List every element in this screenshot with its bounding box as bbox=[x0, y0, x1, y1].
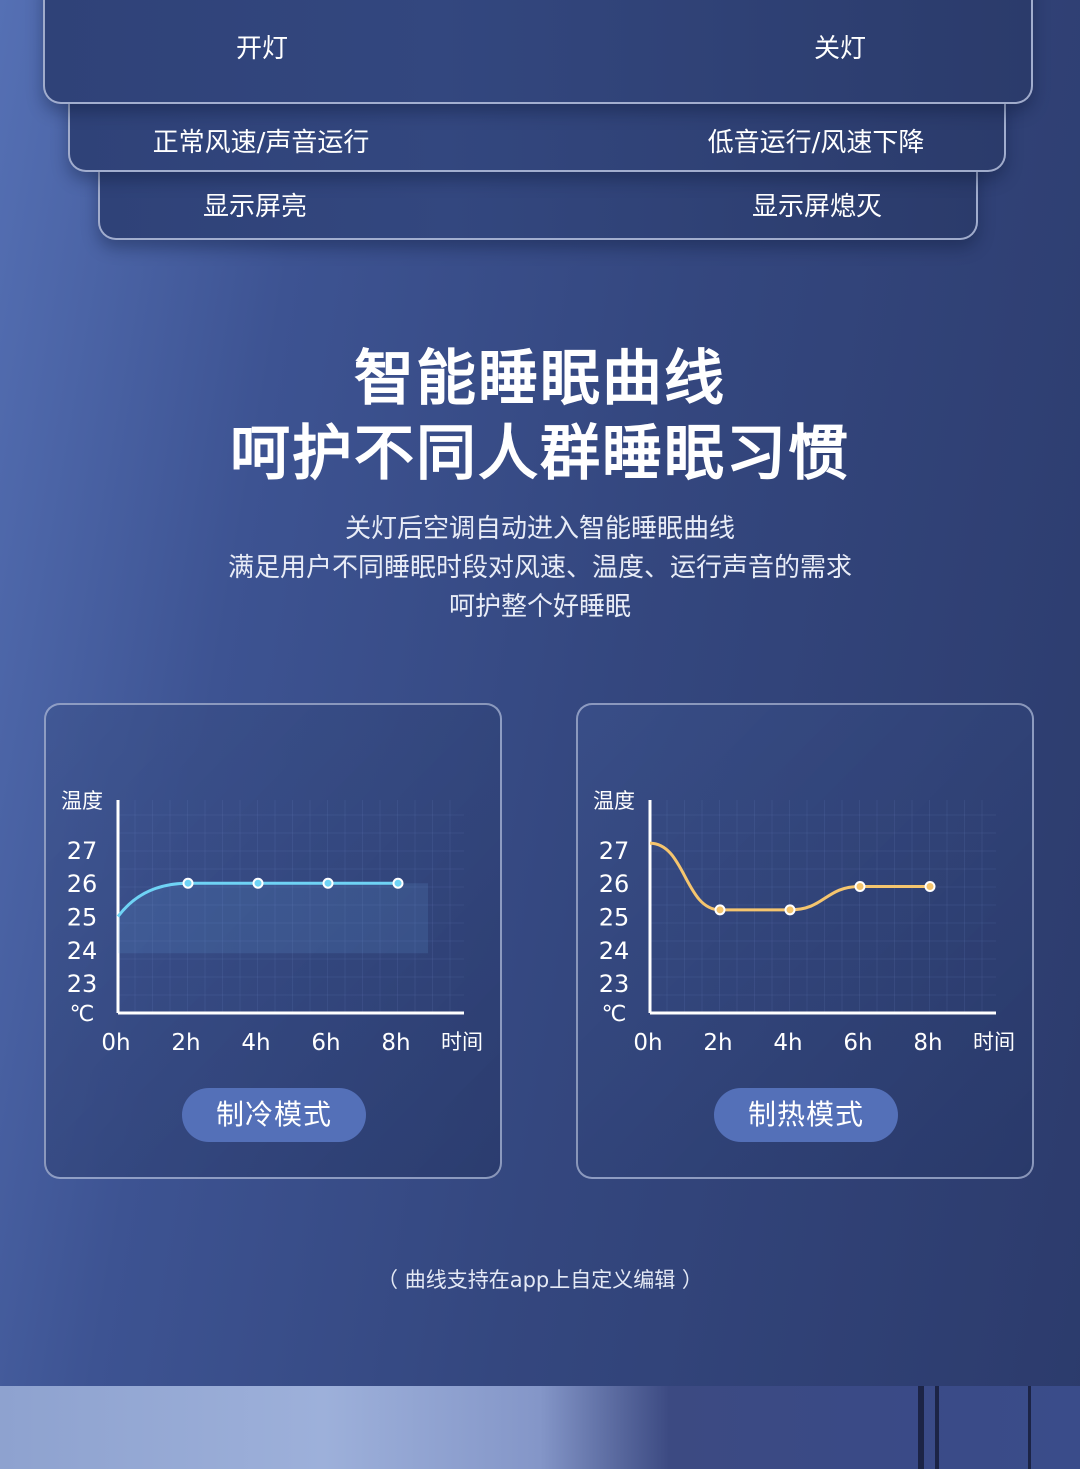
y-tick-label: 27 bbox=[599, 837, 630, 865]
x-tick-label: 4h bbox=[241, 1030, 270, 1056]
data-point bbox=[252, 877, 264, 889]
y-tick-label: 25 bbox=[599, 903, 630, 931]
y-tick-label: 24 bbox=[599, 937, 630, 965]
y-tick-label: 27 bbox=[67, 837, 98, 865]
heating-mode-button[interactable]: 制热模式 bbox=[714, 1088, 898, 1142]
area-fill bbox=[118, 883, 428, 954]
customize-note: （ 曲线支持在app上自定义编辑 ） bbox=[377, 1268, 703, 1292]
product-photo-strip bbox=[0, 1386, 1080, 1469]
panel-left-label: 正常风速/声音运行 bbox=[152, 128, 370, 158]
y-unit-label: ℃ bbox=[602, 1002, 627, 1027]
headline-line2: 呵护不同人群睡眠习惯 bbox=[230, 419, 850, 489]
data-point bbox=[714, 904, 726, 916]
x-axis-title: 时间 bbox=[441, 1030, 483, 1054]
x-tick-label: 8h bbox=[381, 1030, 410, 1056]
y-tick-label: 23 bbox=[599, 970, 630, 998]
x-axis-title: 时间 bbox=[973, 1030, 1015, 1054]
panel-left-label: 显示屏亮 bbox=[202, 192, 308, 222]
x-tick-label: 2h bbox=[703, 1030, 732, 1056]
cooling-mode-button[interactable]: 制冷模式 bbox=[182, 1088, 366, 1142]
panel-right-label: 低音运行/风速下降 bbox=[707, 128, 925, 158]
description-line: 关灯后空调自动进入智能睡眠曲线 bbox=[344, 514, 735, 544]
x-tick-label: 0h bbox=[101, 1030, 130, 1056]
description-line: 呵护整个好睡眠 bbox=[448, 592, 631, 622]
headline-line1: 智能睡眠曲线 bbox=[354, 344, 726, 414]
y-tick-label: 26 bbox=[599, 870, 630, 898]
panel-display: 显示屏亮 显示屏熄灭 bbox=[98, 160, 978, 240]
heating-chart: 温度 23 24 25 26 27 ℃0h 2h 4h 6h 8h 时间 bbox=[593, 789, 1015, 1056]
description-line: 满足用户不同睡眠时段对风速、温度、运行声音的需求 bbox=[227, 553, 852, 583]
cooling-chart-card: 温度 23 24 25 26 27 ℃ 0h 2h 4h 6h 8h 时间 制冷模式 bbox=[44, 703, 502, 1179]
x-tick-label: 4h bbox=[773, 1030, 802, 1056]
y-axis-title: 温度 bbox=[593, 789, 635, 813]
x-tick-label: 6h bbox=[311, 1030, 340, 1056]
data-point bbox=[182, 877, 194, 889]
y-tick-label: 26 bbox=[67, 870, 98, 898]
cooling-chart: 温度 23 24 25 26 27 ℃0h 2h 4h 6h 8h 时间 bbox=[61, 789, 483, 1056]
data-point bbox=[924, 881, 936, 893]
x-tick-label: 6h bbox=[843, 1030, 872, 1056]
y-unit-label: ℃ bbox=[70, 1002, 95, 1027]
panel-right-label: 关灯 bbox=[813, 34, 867, 64]
x-tick-label: 0h bbox=[633, 1030, 662, 1056]
data-point bbox=[392, 877, 404, 889]
panel-sound: 正常风速/声音运行 低音运行/风速下降 bbox=[68, 95, 1006, 172]
x-tick-label: 2h bbox=[171, 1030, 200, 1056]
data-point bbox=[322, 877, 334, 889]
data-point bbox=[784, 904, 796, 916]
y-tick-label: 23 bbox=[67, 970, 98, 998]
heating-chart-card: 温度 23 24 25 26 27 ℃ 0h 2h 4h 6h 8h 时间 制热模式 bbox=[576, 703, 1034, 1179]
y-axis-title: 温度 bbox=[61, 789, 103, 813]
x-tick-label: 8h bbox=[913, 1030, 942, 1056]
panel-light: 开灯 关灯 bbox=[43, 0, 1033, 104]
y-tick-label: 25 bbox=[67, 903, 98, 931]
data-point bbox=[854, 881, 866, 893]
y-tick-label: 24 bbox=[67, 937, 98, 965]
panel-left-label: 开灯 bbox=[235, 34, 289, 64]
panel-right-label: 显示屏熄灭 bbox=[751, 192, 883, 222]
